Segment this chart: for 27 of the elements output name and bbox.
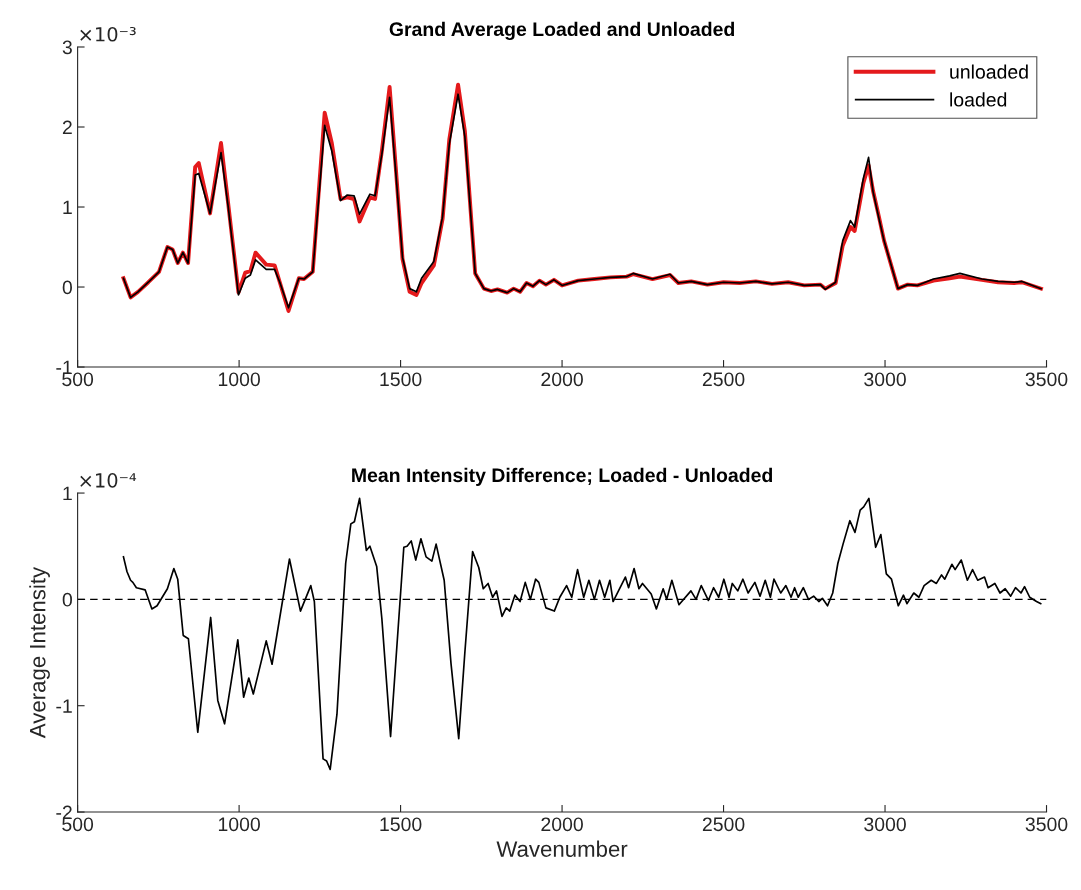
x-axis-title: Wavenumber: [496, 840, 628, 857]
y-tick-label: -1: [56, 699, 72, 713]
chart-title: Grand Average Loaded and Unloaded: [389, 21, 735, 40]
legend-label: loaded: [950, 92, 1007, 107]
x-tick-label: 1500: [380, 817, 422, 832]
x-tick-label: 2500: [702, 372, 745, 387]
x-tick-label: 2000: [541, 372, 583, 387]
x-tick-label: 3000: [864, 372, 906, 387]
y-tick-label: 3: [62, 40, 72, 55]
y-tick-label: 2: [62, 120, 72, 135]
y-tick-label: 0: [62, 280, 72, 295]
legend-label: unloaded: [950, 64, 1028, 79]
x-tick-label: 2000: [541, 817, 583, 832]
x-tick-label: 3500: [1025, 372, 1068, 387]
text: ×10⁻⁴: [80, 472, 137, 488]
y-axis-title: Average Intensity: [29, 566, 50, 739]
text: ×10⁻³: [80, 26, 136, 42]
x-tick-label: 1000: [218, 817, 260, 832]
y-tick-label: 1: [63, 200, 72, 215]
x-tick-label: 1000: [218, 372, 260, 387]
y-tick-label: 1: [63, 486, 72, 501]
y-tick-label: 0: [62, 592, 72, 607]
x-tick-label: 1500: [380, 372, 422, 387]
chart-title: Mean Intensity Difference; Loaded - Unloaded: [352, 467, 773, 486]
x-tick-label: 2500: [702, 817, 745, 832]
x-tick-label: 3000: [864, 817, 906, 832]
x-tick-label: 3500: [1025, 817, 1068, 832]
